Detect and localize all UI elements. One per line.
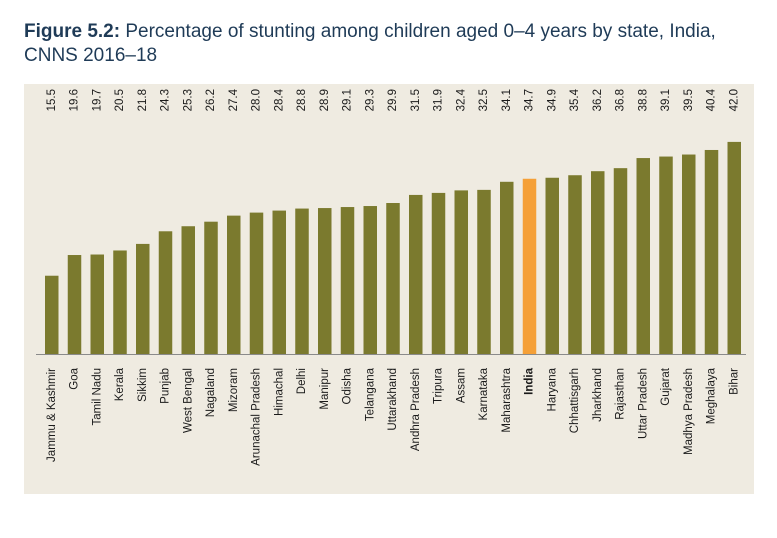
bar-value-label: 35.4 [569, 88, 581, 111]
category-label: Andhra Pradesh [410, 368, 422, 451]
bar-haryana [545, 177, 559, 354]
category-label: Jharkhand [592, 368, 604, 422]
bar-value-label: 24.3 [160, 89, 172, 111]
category-label: Rajasthan [615, 368, 627, 420]
category-label: Gujarat [660, 367, 672, 406]
category-label: Kerala [114, 367, 126, 401]
bar-assam [454, 190, 468, 354]
category-label: Delhi [296, 368, 308, 394]
figure-title: Figure 5.2: Percentage of stunting among… [24, 20, 754, 68]
category-label: Odisha [342, 367, 354, 404]
bar-rajasthan [613, 168, 628, 354]
bar-value-label: 29.9 [387, 89, 399, 111]
bar-punjab [158, 231, 173, 354]
bar-west-bengal [181, 226, 195, 354]
bar-value-label: 34.9 [546, 89, 558, 111]
category-label: West Bengal [182, 368, 194, 433]
bar-maharashtra [500, 181, 514, 354]
bar-jharkhand [591, 171, 605, 354]
bar-tripura [431, 192, 446, 354]
bar-value-label: 39.5 [683, 89, 695, 111]
category-label: Haryana [546, 367, 558, 411]
bar-value-label: 26.2 [205, 89, 217, 111]
bar-odisha [340, 207, 355, 354]
category-label: Himachal [273, 368, 285, 416]
bar-value-label: 28.9 [319, 89, 331, 111]
category-label: Tripura [433, 367, 445, 404]
bar-value-label: 21.8 [137, 89, 149, 111]
bar-jammu-kashmir [45, 275, 59, 354]
bar-karnataka [477, 189, 491, 354]
category-label: Sikkim [137, 368, 149, 402]
bar-value-label: 29.3 [364, 89, 376, 111]
bar-uttar-pradesh [636, 158, 650, 354]
bar-value-label: 15.5 [46, 89, 58, 111]
category-label: Punjab [160, 368, 172, 404]
category-label: Uttar Pradesh [637, 368, 649, 439]
bar-value-label: 20.5 [114, 89, 126, 111]
bar-himachal [272, 210, 286, 354]
bar-value-label: 25.3 [182, 89, 194, 111]
bar-value-label: 36.8 [615, 89, 627, 111]
bar-bihar [727, 141, 741, 354]
bar-nagaland [204, 221, 218, 354]
bar-arunachal-pradesh [249, 212, 264, 354]
bar-value-label: 19.6 [69, 89, 81, 111]
bar-value-label: 31.5 [410, 89, 422, 111]
category-label: Bihar [728, 368, 740, 395]
category-label: Telangana [364, 367, 376, 421]
category-label: Chhattisgarh [569, 368, 581, 433]
bar-value-label: 32.5 [478, 89, 490, 111]
bar-india [522, 178, 537, 354]
bar-value-label: 28.8 [296, 89, 308, 111]
bar-goa [67, 255, 82, 354]
bar-value-label: 40.4 [706, 88, 718, 111]
category-label: Maharashtra [501, 367, 513, 432]
category-label: Jammu & Kashmir [46, 368, 58, 462]
bar-value-label: 34.1 [501, 89, 513, 111]
bar-value-label: 19.7 [91, 89, 103, 111]
bar-value-label: 39.1 [660, 89, 672, 111]
chart-panel: 15.5 Jammu & Kashmir 19.6 Goa 19.7 Tamil Nadu… [24, 84, 754, 494]
bar-value-label: 42.0 [728, 89, 740, 111]
category-label: India [524, 367, 536, 394]
bar-value-label: 36.2 [592, 89, 604, 111]
bar-value-label: 28.4 [273, 88, 285, 111]
bar-tamil-nadu [90, 254, 104, 354]
bar-manipur [318, 208, 332, 354]
bar-value-label: 34.7 [524, 89, 536, 111]
bar-value-label: 29.1 [342, 89, 354, 111]
figure-label: Figure 5.2: [24, 21, 121, 42]
category-label: Assam [455, 368, 467, 403]
bar-value-label: 31.9 [433, 89, 445, 111]
bar-value-label: 32.4 [455, 88, 467, 111]
bar-uttarakhand [386, 203, 400, 354]
bar-gujarat [659, 156, 673, 354]
bar-kerala [113, 250, 127, 354]
bar-chart: 15.5 Jammu & Kashmir 19.6 Goa 19.7 Tamil Nadu… [36, 88, 746, 466]
category-label: Manipur [319, 368, 331, 410]
bar-mizoram [227, 215, 241, 354]
bar-sikkim [136, 243, 150, 354]
category-label: Goa [69, 367, 81, 389]
bar-delhi [295, 208, 309, 354]
category-label: Uttarakhand [387, 368, 399, 431]
category-label: Mizoram [228, 368, 240, 412]
bar-meghalaya [704, 149, 719, 354]
category-label: Nagaland [205, 368, 217, 417]
category-label: Madhya Pradesh [683, 368, 695, 455]
category-label: Meghalaya [706, 367, 718, 424]
category-label: Arunachal Pradesh [251, 368, 263, 466]
bar-madhya-pradesh [682, 154, 696, 354]
category-label: Karnataka [478, 367, 490, 420]
bar-value-label: 27.4 [228, 88, 240, 111]
category-label: Tamil Nadu [91, 368, 103, 426]
bar-andhra-pradesh [409, 194, 423, 354]
figure-title-text: Percentage of stunting among children ag… [24, 21, 716, 66]
bar-telangana [363, 206, 377, 354]
bar-value-label: 28.0 [251, 89, 263, 111]
bar-value-label: 38.8 [637, 89, 649, 111]
bar-chhattisgarh [568, 175, 582, 354]
